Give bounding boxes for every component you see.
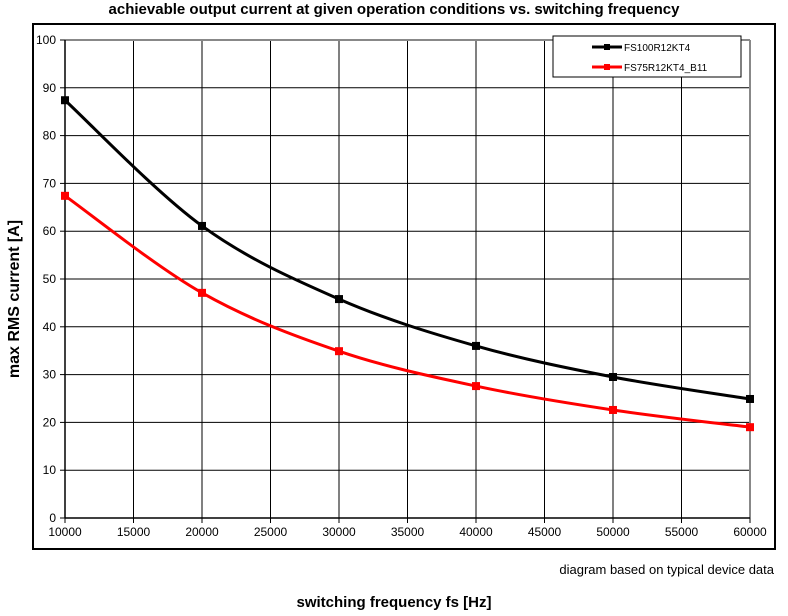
data-point bbox=[198, 288, 206, 297]
y-tick-label: 70 bbox=[43, 176, 57, 190]
legend-marker bbox=[604, 64, 610, 70]
x-tick-label: 50000 bbox=[596, 525, 630, 539]
series-line bbox=[64, 194, 751, 429]
x-axis-label: switching frequency fs [Hz] bbox=[296, 594, 492, 611]
y-tick-label: 60 bbox=[43, 224, 57, 238]
legend bbox=[552, 35, 742, 78]
data-point bbox=[61, 96, 69, 105]
data-point bbox=[609, 372, 617, 381]
x-tick-label: 30000 bbox=[322, 525, 356, 539]
chart-note: diagram based on typical device data bbox=[559, 562, 774, 577]
data-point bbox=[746, 423, 754, 432]
x-tick-label: 20000 bbox=[185, 525, 219, 539]
data-point bbox=[335, 295, 343, 304]
y-tick-label: 80 bbox=[43, 129, 57, 143]
y-tick-label: 50 bbox=[43, 272, 57, 286]
y-tick-label: 100 bbox=[36, 33, 56, 47]
x-tick-label: 40000 bbox=[459, 525, 493, 539]
x-tick-label: 45000 bbox=[528, 525, 562, 539]
y-tick-label: 10 bbox=[43, 463, 57, 477]
data-point bbox=[335, 347, 343, 356]
x-tick-label: 60000 bbox=[733, 525, 767, 539]
x-tick-label: 15000 bbox=[117, 525, 151, 539]
data-point bbox=[746, 394, 754, 403]
y-tick-label: 20 bbox=[43, 415, 57, 429]
data-point bbox=[609, 405, 617, 414]
y-tick-label: 0 bbox=[49, 511, 56, 525]
data-point bbox=[472, 341, 480, 350]
legend-label: FS100R12KT4 bbox=[624, 43, 691, 54]
y-tick-label: 40 bbox=[43, 320, 57, 334]
series-line bbox=[63, 99, 751, 401]
x-tick-label: 55000 bbox=[665, 525, 699, 539]
legend-marker bbox=[604, 44, 610, 50]
x-tick-label: 35000 bbox=[391, 525, 425, 539]
data-point bbox=[472, 382, 480, 391]
x-tick-label: 10000 bbox=[48, 525, 82, 539]
chart-frame bbox=[32, 23, 776, 550]
x-tick-label: 25000 bbox=[254, 525, 288, 539]
y-axis-label: max RMS current [A] bbox=[6, 219, 23, 379]
y-tick-label: 90 bbox=[43, 81, 57, 95]
data-point bbox=[198, 221, 206, 230]
data-point bbox=[61, 191, 69, 200]
chart-title: achievable output current at given opera… bbox=[108, 1, 680, 18]
y-tick-label: 30 bbox=[43, 368, 57, 382]
legend-label: FS75R12KT4_B11 bbox=[624, 63, 708, 74]
